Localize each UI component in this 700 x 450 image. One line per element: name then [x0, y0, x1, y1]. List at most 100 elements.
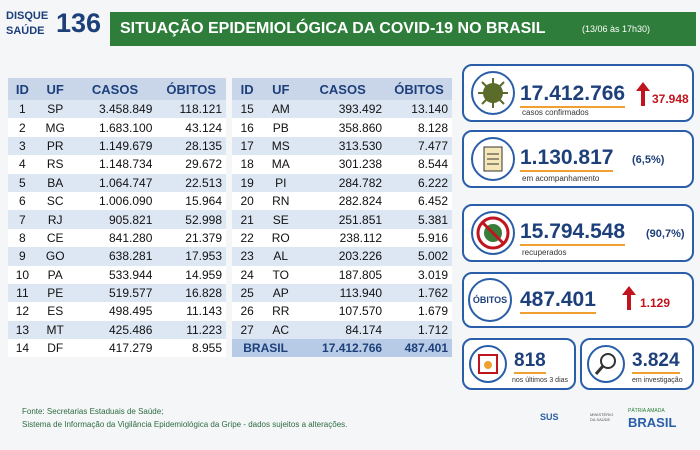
deaths-change: 1.129 — [640, 296, 671, 310]
cell: 5.916 — [386, 228, 452, 248]
cell: 1.148.734 — [73, 155, 157, 174]
cell: 6 — [8, 191, 37, 211]
total-cell: 487.401 — [386, 339, 452, 358]
cell: 498.495 — [73, 302, 157, 321]
row: 25 AP 113.940 1.762 — [232, 283, 452, 303]
cases-value: 17.412.766 — [520, 82, 626, 108]
cell: 22.513 — [156, 173, 226, 192]
row: 23 AL 203.226 5.002 — [232, 247, 452, 266]
table-right: ID UF CASOS ÓBITOS 15 AM 393.492 13.140 16 PB 358.… — [232, 78, 452, 358]
cell: 5 — [8, 173, 37, 192]
cases-label: casos confirmados — [522, 108, 589, 117]
cell: 5.002 — [386, 247, 452, 266]
cell: 8.955 — [156, 339, 226, 358]
recovered-percent: (90,7%) — [646, 228, 685, 240]
cell: 1.762 — [386, 283, 452, 303]
cell: RR — [262, 302, 300, 321]
cell: 1.064.747 — [73, 173, 157, 192]
cell: 23 — [232, 247, 263, 266]
cell: AP — [262, 283, 300, 303]
card-investigation: 3.824 em investigação — [580, 338, 694, 390]
cell: 203.226 — [299, 247, 387, 266]
card-deaths: ÓBITOS 487.401 1.129 — [462, 272, 694, 328]
cell: CE — [36, 228, 74, 248]
row: 20 RN 282.824 6.452 — [232, 191, 452, 211]
column-header: UF — [262, 78, 300, 100]
row: 3 PR 1.149.679 28.135 — [8, 136, 226, 156]
cell: 15.964 — [156, 191, 226, 211]
cell: RS — [36, 155, 74, 174]
row: 15 AM 393.492 13.140 — [232, 100, 452, 119]
cell: TO — [262, 265, 300, 284]
cell: 3 — [8, 136, 37, 156]
cell: PE — [36, 283, 74, 303]
row: 4 RS 1.148.734 29.672 — [8, 155, 226, 174]
cell: 313.530 — [299, 136, 387, 156]
cases-change: 37.948 — [652, 92, 689, 106]
cell: 301.238 — [299, 155, 387, 174]
cell: 1.149.679 — [73, 136, 157, 156]
row: 18 MA 301.238 8.544 — [232, 155, 452, 174]
cell: SP — [36, 100, 74, 119]
cell: GO — [36, 247, 74, 266]
row: 16 PB 358.860 8.128 — [232, 118, 452, 137]
cell: 2 — [8, 118, 37, 137]
cell: PI — [262, 173, 300, 192]
cell: PR — [36, 136, 74, 156]
total-row: BRASIL 17.412.766 487.401 — [232, 339, 452, 358]
cell: 4 — [8, 155, 37, 174]
cell: AC — [262, 320, 300, 340]
recent-value: 818 — [514, 350, 546, 374]
logo-ministry: MINISTÉRIO DA SAÚDE — [590, 412, 614, 422]
cell: AL — [262, 247, 300, 266]
row: 21 SE 251.851 5.381 — [232, 210, 452, 229]
cell: MA — [262, 155, 300, 174]
row: 10 PA 533.944 14.959 — [8, 265, 226, 284]
cell: 29.672 — [156, 155, 226, 174]
deaths-value: 487.401 — [520, 288, 596, 314]
cell: RO — [262, 228, 300, 248]
title-banner: SITUAÇÃO EPIDEMIOLÓGICA DA COVID-19 NO B… — [110, 12, 696, 46]
magnifier-icon — [587, 345, 625, 383]
card-active: 1.130.817 (6,5%) em acompanhamento — [462, 130, 694, 188]
header-row: ID UF CASOS ÓBITOS — [8, 78, 226, 100]
cell: 10 — [8, 265, 37, 284]
cell: 13.140 — [386, 100, 452, 119]
cell: 8 — [8, 228, 37, 248]
column-header: ID — [232, 78, 263, 100]
cell: 905.821 — [73, 210, 157, 229]
card-recent: 818 nos últimos 3 dias — [462, 338, 576, 390]
cell: 1.712 — [386, 320, 452, 340]
column-header: CASOS — [73, 78, 157, 100]
row: 27 AC 84.174 1.712 — [232, 320, 452, 340]
recent-label: nos últimos 3 dias — [512, 377, 569, 384]
logo-brasil: BRASIL — [628, 415, 677, 430]
row: 17 MS 313.530 7.477 — [232, 136, 452, 156]
active-percent: (6,5%) — [632, 154, 665, 166]
cell: RJ — [36, 210, 74, 229]
cell: 8.128 — [386, 118, 452, 137]
cell: 11 — [8, 283, 37, 303]
cell: 12 — [8, 302, 37, 321]
active-label: em acompanhamento — [522, 174, 600, 183]
cell: 282.824 — [299, 191, 387, 211]
cell: 17 — [232, 136, 263, 156]
column-header: ÓBITOS — [156, 78, 226, 100]
cell: 638.281 — [73, 247, 157, 266]
cell: SE — [262, 210, 300, 229]
total-cell: BRASIL — [232, 339, 300, 358]
row: 7 RJ 905.821 52.998 — [8, 210, 226, 229]
cell: 24 — [232, 265, 263, 284]
header-row: ID UF CASOS ÓBITOS — [232, 78, 452, 100]
cell: 358.860 — [299, 118, 387, 137]
cell: 52.998 — [156, 210, 226, 229]
clipboard-icon — [471, 137, 515, 181]
cell: SC — [36, 191, 74, 211]
cell: 8.544 — [386, 155, 452, 174]
row: 13 MT 425.486 11.223 — [8, 320, 226, 340]
cell: 21 — [232, 210, 263, 229]
cell: 3.019 — [386, 265, 452, 284]
row: 6 SC 1.006.090 15.964 — [8, 191, 226, 211]
cell: 393.492 — [299, 100, 387, 119]
